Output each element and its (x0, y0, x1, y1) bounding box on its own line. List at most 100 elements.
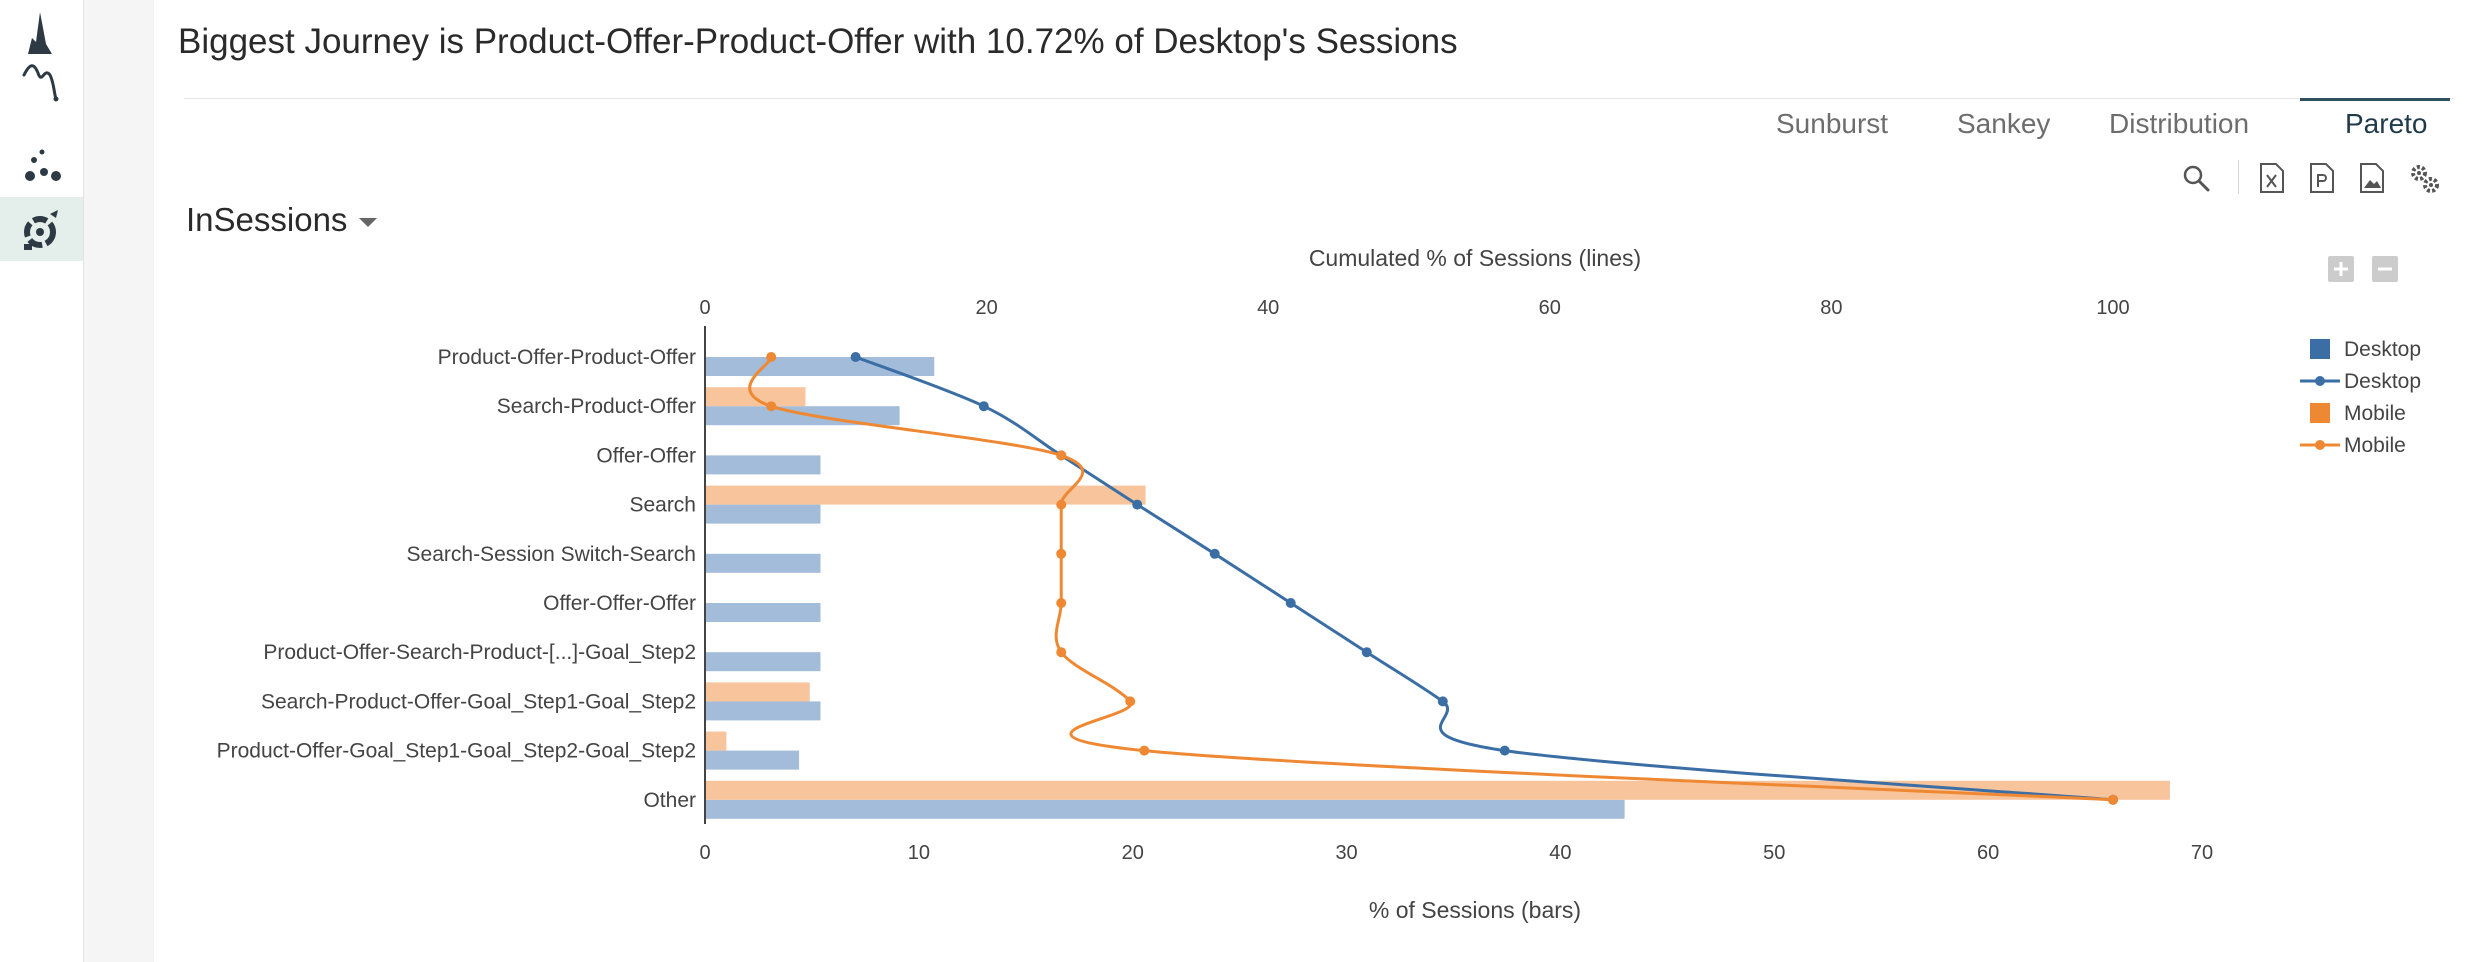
bar-axis-ticks: 0 10 20 30 40 50 60 70 (699, 842, 2213, 864)
mobile-line-point (1056, 598, 1067, 608)
desktop-bar (705, 701, 821, 721)
toolbar-divider (2238, 160, 2239, 194)
excel-export-icon (2260, 163, 2284, 193)
line-axis-tick-label: 80 (1820, 297, 1842, 319)
desktop-bar (705, 455, 821, 475)
legend-label[interactable]: Desktop (2344, 338, 2421, 361)
distribution-peak-icon (27, 12, 52, 54)
bar-axis-tick-label: 60 (1977, 842, 1999, 864)
curve-line-icon (22, 64, 58, 102)
tab-distribution[interactable]: Distribution (2109, 108, 2250, 139)
chevron-down-icon (359, 217, 378, 227)
category-labels: Product-Offer-Product-Offer Search-Produc… (217, 346, 696, 812)
zoom-out-button[interactable] (2372, 256, 2398, 282)
main-panel: Biggest Journey is Product-Offer-Product… (154, 0, 2474, 962)
mobile-line-point (1139, 745, 1150, 756)
settings-button[interactable] (2406, 160, 2442, 196)
desktop-bar (705, 799, 1625, 819)
metric-dropdown[interactable]: InSessions (186, 198, 378, 242)
mobile-line-point (1056, 548, 1067, 559)
line-axis-tick-label: 40 (1257, 297, 1279, 319)
tab-pareto[interactable]: Pareto (2345, 108, 2428, 139)
mobile-line-point (1125, 696, 1136, 707)
export-image-button[interactable] (2354, 160, 2390, 196)
left-gutter (84, 0, 154, 962)
zoom-in-button[interactable] (2328, 256, 2354, 282)
legend-line-marker (2315, 440, 2325, 450)
desktop-bar (705, 553, 821, 573)
bar-axis-tick-label: 20 (1122, 842, 1144, 864)
desktop-bar (705, 504, 821, 524)
mobile-line-point (2108, 794, 2118, 805)
plus-icon (2334, 262, 2348, 276)
bar-axis-tick-label: 70 (2191, 842, 2213, 864)
export-excel-button[interactable] (2254, 160, 2290, 196)
mobile-line-point (1056, 450, 1067, 461)
desktop-line-point (978, 401, 989, 412)
category-label: Search-Product-Offer (497, 395, 696, 418)
legend-swatch (2310, 339, 2330, 359)
category-label: Product-Offer-Goal_Step1-Goal_Step2-Goal… (217, 740, 696, 763)
settings-gears-icon (2411, 165, 2439, 193)
category-label: Other (643, 789, 696, 812)
mobile-line-point (766, 401, 777, 412)
cumulative-lines (748, 352, 2118, 805)
desktop-bar (705, 750, 800, 770)
bar-axis-tick-label: 40 (1549, 842, 1571, 864)
tab-sunburst[interactable]: Sunburst (1776, 108, 1889, 139)
line-axis-title: Cumulated % of Sessions (lines) (1309, 245, 1641, 271)
sidebar-item-scatter[interactable] (0, 132, 83, 196)
bar-axis-tick-label: 10 (908, 842, 930, 864)
desktop-line-point (1499, 745, 1510, 756)
zoom-icon (2183, 165, 2210, 192)
pdf-export-icon (2310, 163, 2334, 193)
desktop-line-point (1285, 598, 1296, 608)
category-label: Search-Product-Offer-Goal_Step1-Goal_Ste… (261, 690, 696, 713)
sidebar-item-sunburst[interactable] (0, 197, 83, 261)
metric-dropdown-value: InSessions (186, 201, 348, 238)
zoom-button[interactable] (2178, 160, 2214, 196)
line-axis-tick-label: 0 (699, 297, 710, 319)
desktop-bar (705, 603, 821, 622)
legend-label[interactable]: Desktop (2344, 370, 2421, 393)
mobile-line-point (1056, 647, 1067, 658)
sidebar-item-distribution[interactable] (0, 0, 83, 64)
scatter-dots-icon (24, 149, 61, 181)
sidebar-item-curve[interactable] (0, 48, 83, 112)
desktop-line-point (850, 352, 861, 362)
sunburst-wheel-icon (23, 210, 58, 250)
mobile-cumulative-line (748, 356, 2114, 802)
export-pdf-button[interactable] (2304, 160, 2340, 196)
mobile-bar (705, 780, 2170, 800)
line-axis-tick-label: 60 (1539, 297, 1561, 319)
mobile-line-point (1056, 499, 1067, 510)
legend-label[interactable]: Mobile (2344, 402, 2406, 425)
category-label: Product-Offer-Search-Product-[...]-Goal_… (263, 641, 696, 664)
title-divider (184, 98, 2454, 99)
mobile-bar (705, 731, 727, 751)
bar-axis-title: % of Sessions (bars) (1369, 897, 1581, 923)
mobile-bar (705, 682, 810, 702)
legend-swatch (2310, 403, 2330, 423)
desktop-bar (705, 357, 935, 376)
line-axis-ticks: 0 20 40 60 80 100 (699, 297, 2129, 319)
image-export-icon (2360, 163, 2384, 193)
legend: Desktop Desktop Mobile Mobile (2300, 338, 2421, 457)
category-label: Offer-Offer (596, 444, 696, 467)
sidebar (0, 0, 84, 962)
category-label: Product-Offer-Product-Offer (438, 346, 696, 369)
legend-label[interactable]: Mobile (2344, 434, 2406, 457)
page-title: Biggest Journey is Product-Offer-Product… (178, 22, 1458, 61)
pareto-chart: Cumulated % of Sessions (lines) % of Ses… (217, 245, 2421, 923)
desktop-bar (705, 652, 821, 672)
tab-sankey[interactable]: Sankey (1957, 108, 2051, 139)
desktop-line-point (1361, 647, 1372, 658)
active-tab-indicator (2300, 98, 2450, 101)
desktop-cumulative-line (855, 355, 2114, 802)
mobile-bar (705, 485, 1146, 505)
bar-axis-tick-label: 30 (1335, 842, 1357, 864)
bar-axis-tick-label: 50 (1763, 842, 1785, 864)
desktop-line-point (1437, 696, 1448, 707)
legend-line-marker (2315, 376, 2325, 386)
category-label: Search-Session Switch-Search (407, 543, 696, 566)
